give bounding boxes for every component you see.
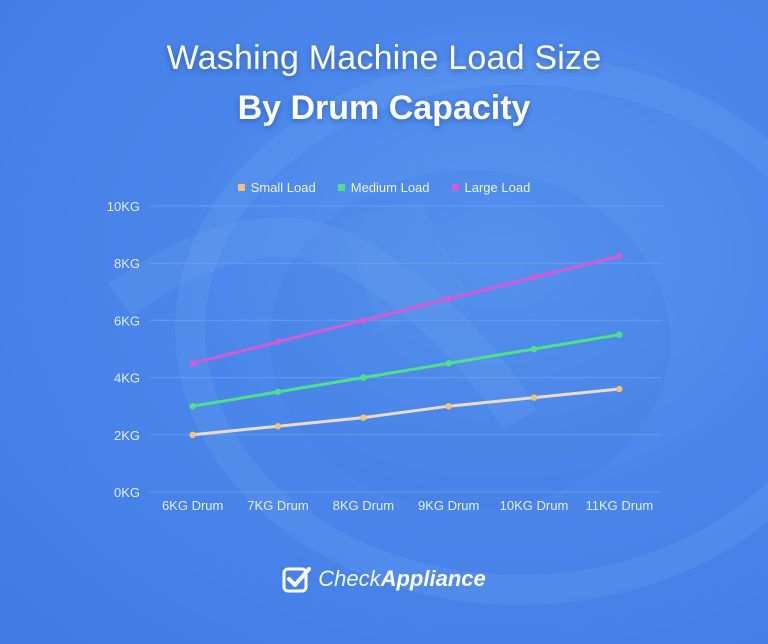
- legend-label-medium-load: Medium Load: [350, 180, 430, 195]
- x-tick-label: 6KG Drum: [162, 498, 223, 513]
- x-axis-ticks: 6KG Drum 7KG Drum 8KG Drum 9KG Drum 10KG Dru…: [162, 498, 653, 513]
- checkbox-check-icon: [282, 567, 312, 593]
- chart-legend: Small Load Medium Load Large Load: [0, 180, 768, 195]
- legend-label-large-load: Large Load: [464, 180, 531, 195]
- brand-name-light: Check: [318, 566, 381, 591]
- data-point[interactable]: [616, 252, 623, 260]
- data-point[interactable]: [274, 423, 282, 430]
- chart-title: Washing Machine Load Size By Drum Capaci…: [0, 36, 768, 130]
- y-tick-label: 4KG: [114, 371, 140, 386]
- y-tick-label: 6KG: [114, 313, 140, 328]
- data-point[interactable]: [274, 338, 282, 346]
- data-point[interactable]: [616, 331, 623, 338]
- legend-swatch-small-load: [237, 184, 245, 191]
- series-medium-load: [189, 331, 623, 410]
- data-point[interactable]: [445, 360, 452, 367]
- x-tick-label: 9KG Drum: [418, 498, 479, 513]
- y-tick-label: 2KG: [114, 428, 140, 443]
- data-series: [189, 252, 623, 438]
- y-axis-ticks: 0KG 2KG 4KG 6KG 8KG 10KG: [107, 199, 140, 500]
- data-point[interactable]: [445, 403, 452, 410]
- legend-swatch-large-load: [451, 184, 459, 191]
- series-line: [191, 254, 621, 365]
- data-point[interactable]: [616, 385, 623, 393]
- brand-logo: CheckAppliance: [0, 565, 768, 593]
- x-tick-label: 10KG Drum: [500, 498, 569, 513]
- chart-title-line1: Washing Machine Load Size: [166, 39, 602, 77]
- y-tick-label: 8KG: [114, 256, 140, 271]
- data-point[interactable]: [360, 374, 367, 381]
- legend-item-large-load[interactable]: Large Load: [451, 180, 531, 195]
- legend-label-small-load: Small Load: [250, 180, 316, 195]
- data-point[interactable]: [189, 403, 196, 410]
- data-point[interactable]: [189, 360, 196, 367]
- data-point[interactable]: [445, 295, 452, 303]
- brand-name: CheckAppliance: [318, 566, 486, 592]
- legend-swatch-medium-load: [337, 184, 345, 191]
- data-point[interactable]: [530, 274, 538, 281]
- data-point[interactable]: [189, 431, 196, 438]
- y-tick-label: 0KG: [114, 485, 140, 500]
- legend-item-small-load[interactable]: Small Load: [237, 180, 316, 195]
- series-large-load: [189, 252, 623, 367]
- data-point[interactable]: [530, 345, 538, 353]
- series-line: [191, 333, 621, 408]
- data-point[interactable]: [530, 394, 538, 401]
- y-tick-label: 10KG: [107, 199, 140, 214]
- series-line: [191, 387, 621, 437]
- data-point[interactable]: [274, 388, 282, 396]
- series-small-load: [189, 385, 623, 438]
- brand-name-bold: Appliance: [380, 566, 486, 591]
- x-tick-label: 8KG Drum: [333, 498, 394, 513]
- data-point[interactable]: [360, 317, 367, 324]
- data-point[interactable]: [360, 414, 367, 421]
- gridlines: [150, 205, 662, 493]
- chart-title-line2: By Drum Capacity: [237, 89, 531, 127]
- legend-item-medium-load[interactable]: Medium Load: [337, 180, 430, 195]
- x-tick-label: 7KG Drum: [247, 498, 308, 513]
- x-tick-label: 11KG Drum: [585, 498, 653, 513]
